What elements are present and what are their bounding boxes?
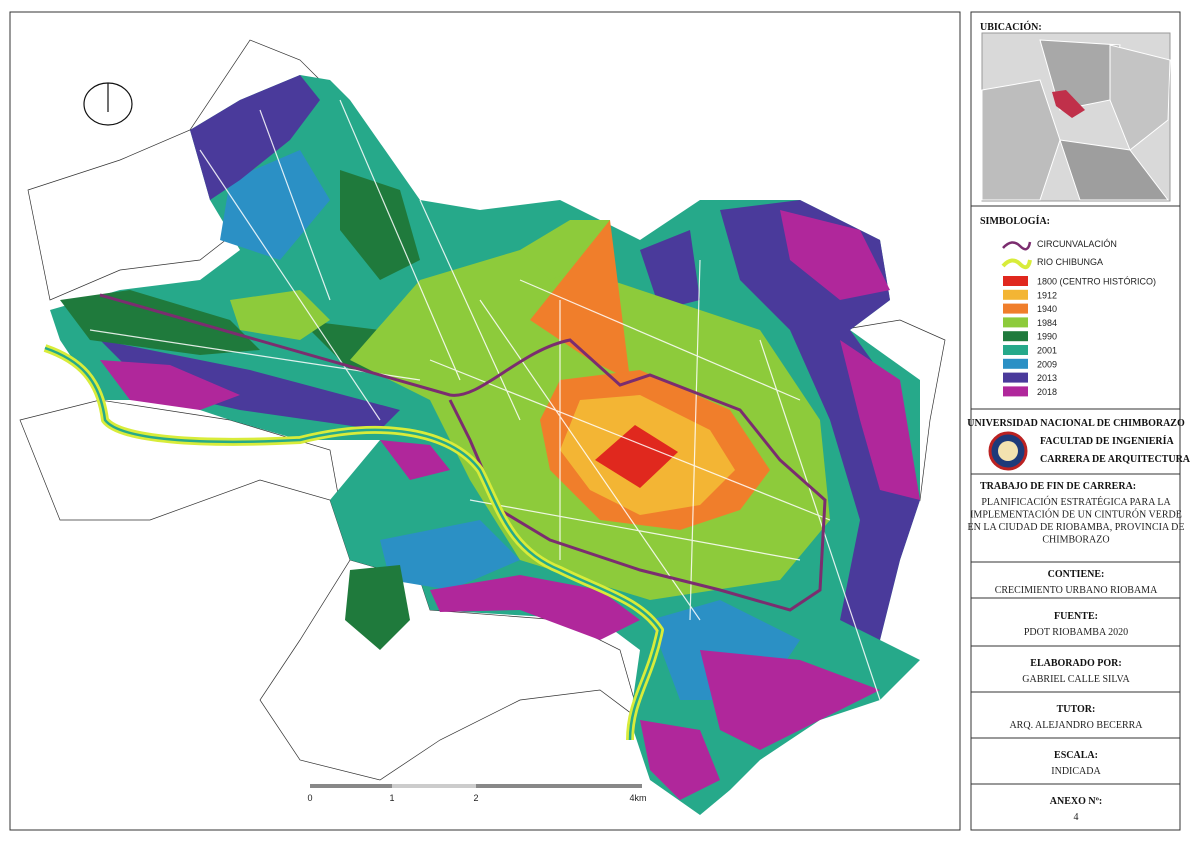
- north-arrow: [83, 82, 133, 126]
- section-heading: TUTOR:: [1057, 704, 1096, 715]
- section-heading: FUENTE:: [1054, 611, 1098, 622]
- zone: [345, 565, 410, 650]
- section-text: GABRIEL CALLE SILVA: [1022, 674, 1130, 685]
- zone: [595, 425, 678, 488]
- legend-swatch: [1003, 386, 1028, 397]
- section-text: CHIMBORAZO: [1042, 535, 1109, 546]
- legend-label: 2009: [1037, 359, 1057, 369]
- section-heading: CONTIENE:: [1048, 569, 1105, 580]
- university: UNIVERSIDAD NACIONAL DE CHIMBORAZO: [967, 418, 1185, 429]
- legend-swatch: [1003, 303, 1028, 314]
- sections: TRABAJO DE FIN DE CARRERA: PLANIFICACIÓN …: [968, 473, 1185, 823]
- zone: [220, 150, 330, 260]
- section-text: PDOT RIOBAMBA 2020: [1024, 627, 1128, 638]
- section-text: INDICADA: [1051, 766, 1101, 777]
- section-text: PLANIFICACIÓN ESTRATÉGICA PARA LA: [981, 496, 1171, 508]
- scale-label: 4km: [629, 793, 646, 803]
- zone: [230, 290, 330, 340]
- legend-label: 1940: [1037, 304, 1057, 314]
- legend-label: 1912: [1037, 290, 1057, 300]
- legend-swatch: [1003, 276, 1028, 286]
- section-text: EN LA CIUDAD DE RIOBAMBA, PROVINCIA DE: [968, 522, 1185, 533]
- legend-swatch: [1003, 358, 1028, 369]
- legend-ring-symbol: [1002, 241, 1032, 251]
- legend-label: RIO CHIBUNGA: [1037, 257, 1103, 267]
- section-heading: ELABORADO POR:: [1030, 658, 1121, 669]
- location-map: [981, 32, 1171, 202]
- river-core: [44, 346, 662, 741]
- legend-label: 1800 (CENTRO HISTÓRICO): [1037, 277, 1156, 287]
- legend-swatch: [1003, 372, 1028, 383]
- section-heading: ANEXO Nº:: [1050, 796, 1102, 807]
- ring-road: [99, 293, 827, 612]
- street: [89, 99, 881, 701]
- zone: [100, 360, 240, 410]
- zone: [780, 210, 890, 300]
- zone: [840, 340, 920, 500]
- scale-label: 1: [389, 793, 394, 803]
- legend-title: SIMBOLOGÍA:: [980, 215, 1050, 227]
- section-text: 4: [1074, 812, 1079, 823]
- legend-label: 2013: [1037, 373, 1057, 383]
- faculty: FACULTAD DE INGENIERÍA: [1040, 435, 1175, 447]
- section-text: CRECIMIENTO URBANO RIOBAMA: [995, 585, 1158, 596]
- scale-bar-segment: [392, 784, 476, 788]
- legend-river-symbol: [1001, 258, 1032, 270]
- legend-label: 2001: [1037, 346, 1057, 356]
- zone: [380, 520, 520, 590]
- map: [19, 39, 946, 815]
- zone: [530, 220, 630, 380]
- legend-label: 2018: [1037, 387, 1057, 397]
- legend-items: 1800 (CENTRO HISTÓRICO) 1912 1940 1984 1990 2…: [1003, 276, 1156, 397]
- zone: [190, 75, 320, 200]
- zone: [430, 575, 640, 640]
- section-text: IMPLEMENTACIÓN DE UN CINTURÓN VERDE: [970, 509, 1182, 521]
- legend-label: CIRCUNVALACIÓN: [1037, 239, 1117, 249]
- zone: [720, 200, 920, 640]
- legend-swatch: [1003, 331, 1028, 342]
- scale-bar: 0 1 2 4km: [307, 784, 647, 803]
- zone: [380, 440, 450, 480]
- career: CARRERA DE ARQUITECTURA: [1040, 454, 1191, 465]
- location-title: UBICACIÓN:: [980, 21, 1042, 33]
- zone: [100, 340, 400, 430]
- zone: [640, 720, 720, 800]
- legend-label: 1984: [1037, 318, 1057, 328]
- legend-swatch: [1003, 289, 1028, 300]
- legend-label: 1990: [1037, 332, 1057, 342]
- scale-label: 2: [473, 793, 478, 803]
- legend-swatch: [1003, 345, 1028, 355]
- zone: [60, 290, 260, 355]
- section-heading: ESCALA:: [1054, 750, 1098, 761]
- zone: [700, 650, 880, 750]
- logo: [988, 431, 1028, 471]
- scale-label: 0: [307, 793, 312, 803]
- section-heading: TRABAJO DE FIN DE CARRERA:: [980, 481, 1136, 492]
- section-text: ARQ. ALEJANDRO BECERRA: [1009, 720, 1143, 731]
- zone: [640, 230, 700, 310]
- zone: [340, 170, 420, 280]
- legend-swatch: [1003, 317, 1028, 328]
